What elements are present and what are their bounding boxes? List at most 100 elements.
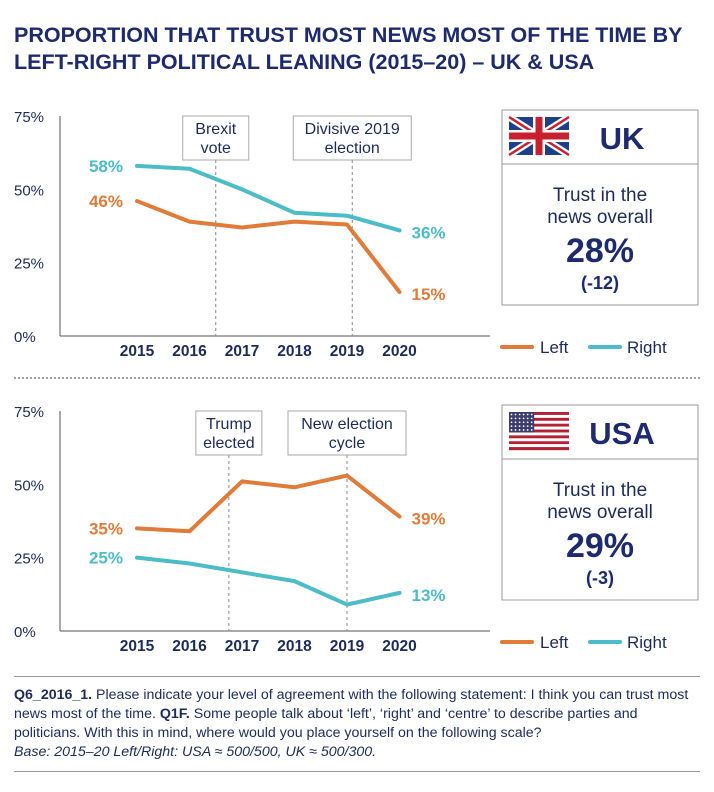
footnote-base: Base: 2015–20 Left/Right: USA ≈ 500/500,… <box>14 744 377 760</box>
flag-star <box>518 417 521 420</box>
flag-star <box>514 421 517 424</box>
usa-y-tick-label: 0% <box>14 624 36 641</box>
usa-series-left <box>135 473 402 534</box>
usa-annotation-text: cycle <box>329 435 366 452</box>
usa-summary-value: 29% <box>566 527 634 565</box>
flag-stripe <box>509 441 569 445</box>
uk-end-label-right: 36% <box>412 223 446 242</box>
uk-chart: 75% 50% 25% 0% 2015 2016 2017 2018 2019 2020 Brexi… <box>14 109 699 360</box>
flag-stripe <box>509 447 569 451</box>
usa-country-name: USA <box>589 416 654 451</box>
flag-star <box>518 425 521 427</box>
usa-series-right <box>135 555 402 607</box>
usa-start-label-left: 35% <box>89 519 123 538</box>
flag-star <box>526 425 529 427</box>
uk-y-tick-label: 75% <box>14 109 44 126</box>
footnote-q2-code: Q1F. <box>159 706 190 722</box>
flag-star <box>522 429 525 431</box>
uk-x-tick-label: 2020 <box>382 343 416 360</box>
usa-chart: 75% 50% 25% 0% 2015 2016 2017 2018 2019 2020 Trump… <box>14 404 699 655</box>
flag-stripe <box>509 444 569 448</box>
flag-star <box>530 413 533 416</box>
usa-x-tick-label: 2016 <box>172 638 207 655</box>
usa-annotation-box <box>287 410 407 456</box>
uk-x-tick-label: 2019 <box>330 343 365 360</box>
usa-legend-right-label: Right <box>627 633 667 652</box>
flag-star <box>522 425 525 427</box>
uk-x-tick-label: 2017 <box>225 343 259 360</box>
uk-x-tick-label: 2018 <box>277 343 312 360</box>
usa-x-tick-label: 2020 <box>382 638 416 655</box>
flag-star <box>526 421 529 424</box>
flag-cross-red <box>509 132 569 140</box>
uk-flag-icon <box>507 114 571 158</box>
uk-y-tick-label: 25% <box>14 256 44 273</box>
uk-series-left <box>135 199 402 294</box>
flag-stripe <box>509 423 569 427</box>
uk-summary-heading: Trust in the <box>553 185 647 206</box>
uk-annotation-text: election <box>325 140 380 157</box>
flag-stripe <box>509 435 569 439</box>
flag-star <box>526 429 529 431</box>
flag-stripe <box>509 426 569 430</box>
flag-stripe <box>509 429 569 433</box>
flag-star <box>530 429 533 431</box>
flag-star <box>514 413 517 416</box>
usa-summary-box <box>501 458 699 601</box>
usa-summary-heading: news overall <box>547 502 653 523</box>
usa-summary-change: (-3) <box>586 568 614 588</box>
uk-end-label-left: 15% <box>412 285 446 304</box>
uk-annotation-text: vote <box>201 140 231 157</box>
usa-y-tick-label: 75% <box>14 404 44 421</box>
flag-star <box>514 417 517 420</box>
flag-star <box>526 417 529 420</box>
flag-star <box>526 413 529 416</box>
footnote-q1-code: Q6_2016_1. <box>14 687 93 703</box>
flag-star <box>510 421 513 424</box>
flag-star <box>530 421 533 424</box>
uk-y-tick-label: 0% <box>14 329 36 346</box>
uk-y-tick-label: 50% <box>14 182 44 199</box>
flag-star <box>530 417 533 420</box>
flag-star <box>530 425 533 427</box>
uk-annotation-box <box>292 115 412 161</box>
flag-star <box>514 429 517 431</box>
uk-start-label-left: 46% <box>89 192 123 211</box>
flag-stripe <box>509 414 569 419</box>
flag-star <box>514 425 517 427</box>
usa-flag-icon <box>509 412 569 451</box>
flag-stripe <box>509 412 569 416</box>
footnote-bottom-rule <box>14 771 700 772</box>
usa-legend-left-label: Left <box>540 633 569 652</box>
usa-x-tick-label: 2017 <box>225 638 259 655</box>
uk-legend-right-label: Right <box>627 338 667 357</box>
usa-x-tick-label: 2019 <box>330 638 365 655</box>
usa-summary-heading: Trust in the <box>553 480 647 501</box>
usa-x-tick-label: 2015 <box>120 638 155 655</box>
footnote-q1-text: Please indicate your level of agreement … <box>14 687 689 722</box>
footnote: Q6_2016_1. Please indicate your level of… <box>14 686 704 762</box>
flag-star <box>510 413 513 416</box>
section-divider <box>14 377 700 379</box>
usa-annotation-text: Trump <box>206 416 252 433</box>
usa-end-label-left: 39% <box>412 510 446 529</box>
uk-annotation-box <box>182 115 250 161</box>
uk-legend-left-label: Left <box>540 338 569 357</box>
uk-summary-change: (-12) <box>581 273 619 293</box>
flag-stripe <box>509 432 569 436</box>
flag-star <box>518 421 521 424</box>
flag-stripe <box>509 438 569 442</box>
usa-start-label-right: 25% <box>89 549 123 568</box>
uk-x-tick-label: 2016 <box>172 343 207 360</box>
uk-summary-heading: news overall <box>547 207 653 228</box>
flag-star <box>518 429 521 431</box>
flag-star <box>518 413 521 416</box>
flag-star <box>510 429 513 431</box>
chart-title: PROPORTION THAT TRUST MOST NEWS MOST OF … <box>14 23 683 74</box>
flag-star <box>522 413 525 416</box>
flag-star <box>522 421 525 424</box>
usa-end-label-right: 13% <box>412 586 446 605</box>
usa-annotation-text: New election <box>301 416 393 433</box>
footnote-q2-text: Some people talk about ‘left’, ‘right’ a… <box>14 706 638 741</box>
usa-y-tick-label: 25% <box>14 551 44 568</box>
